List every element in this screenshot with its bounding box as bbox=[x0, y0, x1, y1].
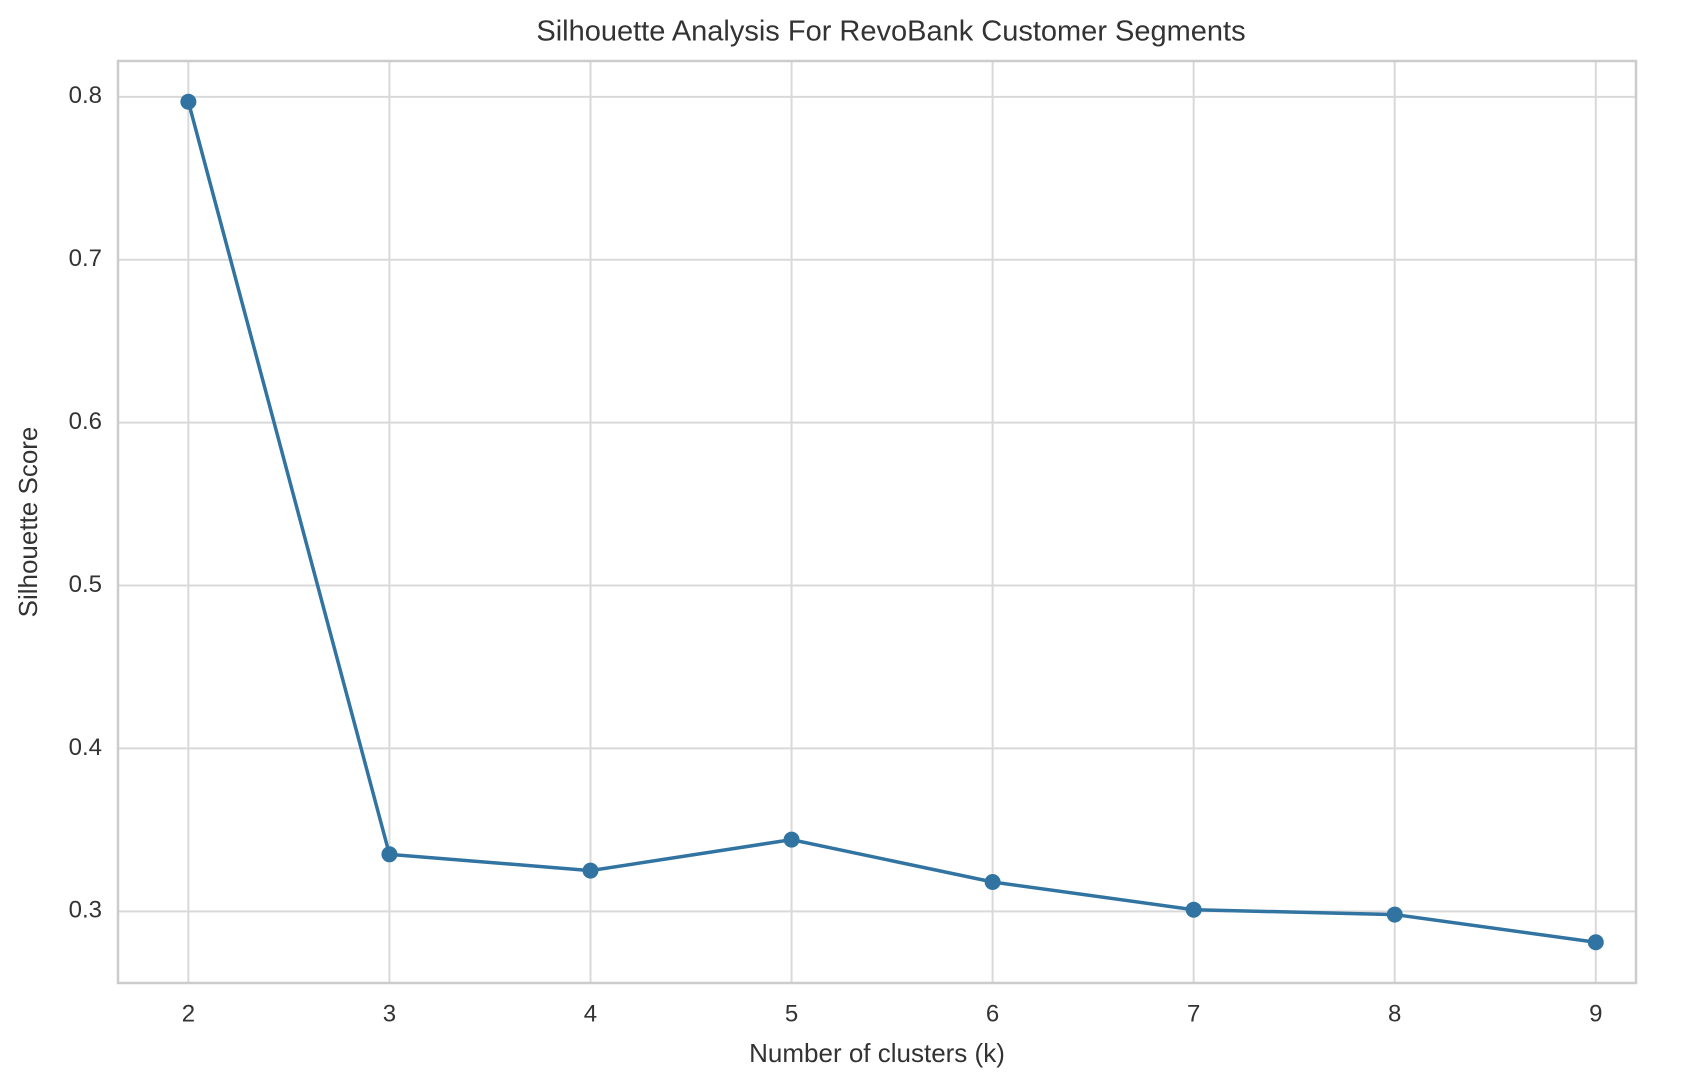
plot-frame bbox=[116, 59, 1638, 985]
y-tick-label: 0.5 bbox=[69, 571, 102, 598]
x-axis-label: Number of clusters (k) bbox=[749, 1038, 1005, 1068]
y-tick-label: 0.6 bbox=[69, 408, 102, 435]
data-point bbox=[783, 831, 800, 848]
x-tick-label: 9 bbox=[1589, 1000, 1602, 1027]
y-tick-label: 0.3 bbox=[69, 897, 102, 924]
x-tick-label: 4 bbox=[584, 1000, 597, 1027]
y-tick-label: 0.7 bbox=[69, 245, 102, 272]
data-point bbox=[1587, 934, 1604, 951]
x-tick-label: 5 bbox=[785, 1000, 798, 1027]
data-point bbox=[984, 874, 1001, 891]
data-point bbox=[582, 862, 599, 879]
y-tick-label: 0.4 bbox=[69, 734, 102, 761]
data-point bbox=[381, 846, 398, 863]
x-tick-label: 3 bbox=[383, 1000, 396, 1027]
data-point bbox=[1185, 901, 1202, 918]
x-tick-label: 8 bbox=[1388, 1000, 1401, 1027]
chart-title: Silhouette Analysis For RevoBank Custome… bbox=[536, 16, 1245, 48]
data-point bbox=[1386, 906, 1403, 923]
x-tick-label: 7 bbox=[1187, 1000, 1200, 1027]
data-line bbox=[186, 101, 1597, 945]
x-tick-label: 2 bbox=[182, 1000, 195, 1027]
y-axis-label: Silhouette Score bbox=[13, 427, 43, 618]
x-tick-label: 6 bbox=[986, 1000, 999, 1027]
y-tick-label: 0.8 bbox=[69, 82, 102, 109]
data-point bbox=[180, 93, 197, 110]
